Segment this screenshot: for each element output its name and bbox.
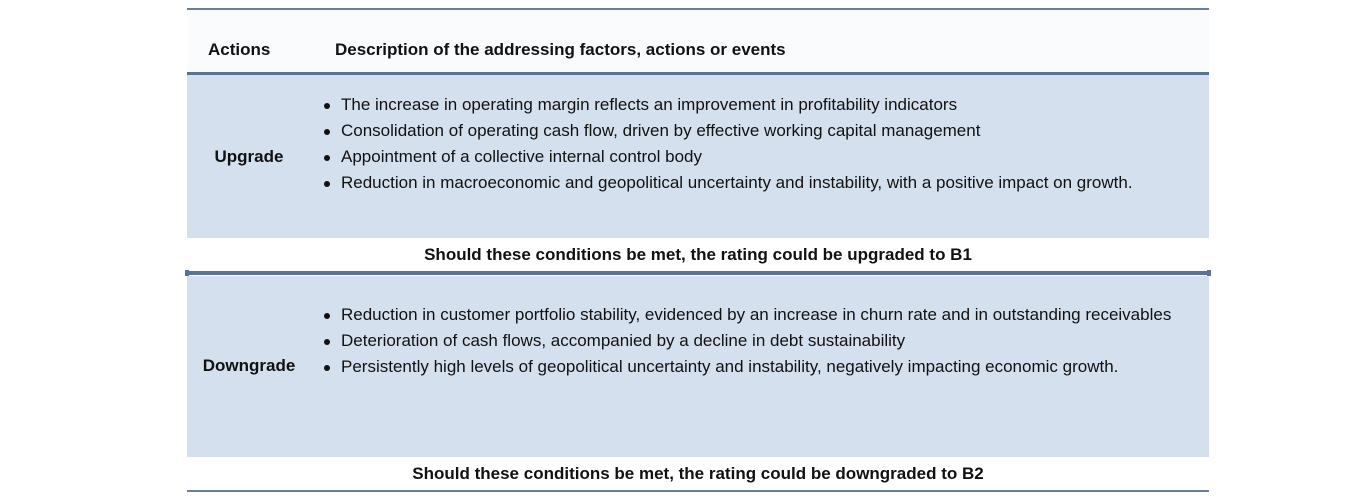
bullet-icon [324, 103, 330, 109]
list-item-text: Appointment of a collective internal con… [341, 147, 702, 166]
upgrade-factors-list: The increase in operating margin reflect… [322, 92, 1182, 196]
list-item-text: Consolidation of operating cash flow, dr… [341, 121, 981, 140]
list-item: Persistently high levels of geopolitical… [322, 354, 1182, 380]
downgrade-label: Downgrade [202, 356, 296, 375]
bullet-icon [324, 129, 330, 135]
downgrade-factors-list: Reduction in customer portfolio stabilit… [322, 302, 1182, 380]
bullet-icon [324, 155, 330, 161]
header-rule [187, 72, 1209, 75]
list-item: Appointment of a collective internal con… [322, 144, 1182, 170]
bullet-icon [324, 181, 330, 187]
list-item-text: Deterioration of cash flows, accompanied… [341, 331, 906, 350]
list-item: Reduction in customer portfolio stabilit… [322, 302, 1182, 328]
bullet-icon [324, 339, 330, 345]
list-item-text: Reduction in macroeconomic and geopoliti… [341, 173, 1133, 192]
list-item: Deterioration of cash flows, accompanied… [322, 328, 1182, 354]
table-bottom-rule [187, 490, 1209, 492]
table-top-rule [187, 8, 1209, 10]
section-divider [185, 270, 1211, 276]
downgrade-note: Should these conditions be met, the rati… [187, 457, 1209, 491]
downgrade-row: Downgrade Reduction in customer portfoli… [187, 276, 1209, 457]
header-actions: Actions [208, 40, 271, 59]
upgrade-row: Upgrade The increase in operating margin… [187, 75, 1209, 238]
list-item-text: The increase in operating margin reflect… [341, 95, 958, 114]
header-description: Description of the addressing factors, a… [335, 40, 786, 59]
list-item: Consolidation of operating cash flow, dr… [322, 118, 1182, 144]
table-header-row: Actions Description of the addressing fa… [187, 10, 1209, 72]
list-item: The increase in operating margin reflect… [322, 92, 1182, 118]
list-item: Reduction in macroeconomic and geopoliti… [322, 170, 1182, 196]
upgrade-label: Upgrade [214, 147, 284, 166]
list-item-text: Persistently high levels of geopolitical… [341, 357, 1119, 376]
bullet-icon [324, 313, 330, 319]
upgrade-note: Should these conditions be met, the rati… [187, 238, 1209, 272]
bullet-icon [324, 365, 330, 371]
list-item-text: Reduction in customer portfolio stabilit… [341, 305, 1172, 324]
